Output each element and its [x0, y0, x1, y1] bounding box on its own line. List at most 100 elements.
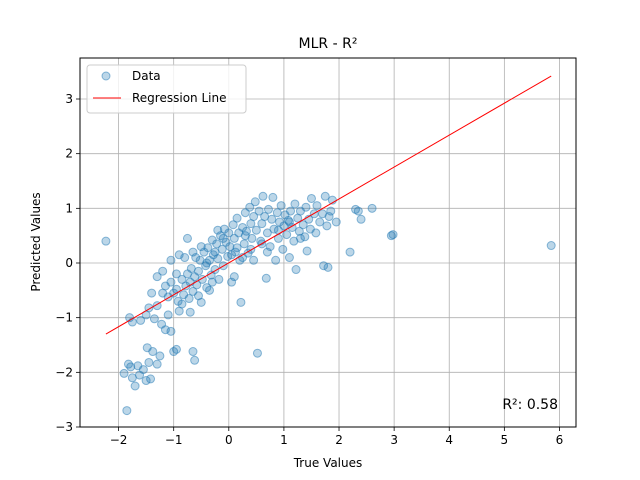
- legend-box: [86, 64, 247, 114]
- data-point: [315, 217, 325, 227]
- data-point: [224, 228, 234, 238]
- data-point: [278, 244, 288, 254]
- data-point: [227, 250, 237, 260]
- data-point: [232, 213, 242, 223]
- data-point: [302, 246, 312, 256]
- data-point: [268, 192, 278, 202]
- y-tick-label: 0: [65, 256, 73, 270]
- x-tick-label: −1: [165, 433, 183, 447]
- data-point: [331, 217, 341, 227]
- data-point: [306, 193, 316, 203]
- data-point: [149, 314, 159, 324]
- data-point: [324, 212, 334, 222]
- data-point: [171, 344, 181, 354]
- regression-line: [105, 75, 552, 335]
- data-point: [356, 214, 366, 224]
- data-point: [203, 243, 213, 253]
- x-tick-label: 0: [225, 433, 233, 447]
- data-point: [147, 288, 157, 298]
- y-tick-label: −3: [55, 420, 73, 434]
- data-point: [152, 272, 162, 282]
- data-point: [171, 269, 181, 279]
- data-point: [232, 243, 242, 253]
- data-point: [249, 255, 259, 265]
- data-point: [249, 212, 259, 222]
- data-point: [298, 220, 308, 230]
- legend-label-regression-line: Regression Line: [132, 91, 226, 105]
- plot-frame: [79, 57, 577, 428]
- data-point: [174, 250, 184, 260]
- x-tick-label: 5: [501, 433, 509, 447]
- data-point: [245, 202, 255, 212]
- data-point: [301, 202, 311, 212]
- data-point: [282, 230, 292, 240]
- data-point: [271, 255, 281, 265]
- data-point: [353, 206, 363, 216]
- legend-marker-data: [101, 71, 111, 81]
- data-point: [286, 206, 296, 216]
- data-point: [205, 285, 215, 295]
- data-point: [276, 201, 286, 211]
- data-point: [196, 242, 206, 252]
- data-point: [163, 310, 173, 320]
- data-point: [284, 217, 294, 227]
- data-point: [258, 191, 268, 201]
- data-point: [158, 266, 168, 276]
- data-point: [126, 362, 136, 372]
- data-point: [188, 347, 198, 357]
- data-point: [291, 265, 301, 275]
- data-point: [284, 253, 294, 263]
- data-point: [311, 228, 321, 238]
- data-point: [182, 233, 192, 243]
- regression-line-layer: [105, 75, 552, 335]
- data-point: [225, 242, 235, 252]
- data-point: [320, 191, 330, 201]
- data-point: [290, 199, 300, 209]
- data-point: [326, 206, 336, 216]
- data-point: [210, 247, 220, 257]
- data-point: [119, 368, 129, 378]
- data-point: [177, 299, 187, 309]
- data-point: [166, 255, 176, 265]
- data-point: [202, 258, 212, 268]
- data-point: [190, 355, 200, 365]
- data-point: [312, 201, 322, 211]
- data-point: [144, 357, 154, 367]
- data-point: [261, 273, 271, 283]
- data-point: [254, 206, 264, 216]
- y-axis-label: Predicted Values: [29, 192, 43, 291]
- data-point: [228, 220, 238, 230]
- data-point: [229, 272, 239, 282]
- x-tick-label: 4: [445, 433, 453, 447]
- y-tick-label: −2: [55, 365, 73, 379]
- y-axis-ticks: −3 −2 −1 0 1 2 3: [55, 92, 80, 434]
- data-point: [218, 233, 228, 243]
- x-tick-label: 3: [390, 433, 398, 447]
- data-point: [188, 247, 198, 257]
- data-point: [185, 307, 195, 317]
- data-point: [136, 315, 146, 325]
- data-point: [212, 239, 222, 249]
- chart-title: MLR - R²: [299, 36, 358, 52]
- x-axis-ticks: −2 −1 0 1 2 3 4 5 6: [110, 427, 564, 447]
- y-tick-label: 3: [65, 92, 73, 106]
- y-tick-label: 2: [65, 147, 73, 161]
- x-tick-label: 1: [280, 433, 288, 447]
- x-tick-label: 2: [335, 433, 343, 447]
- data-point: [213, 225, 223, 235]
- data-point: [177, 274, 187, 284]
- x-tick-label: 6: [556, 433, 564, 447]
- data-point: [295, 233, 305, 243]
- data-point: [146, 374, 156, 384]
- data-point: [133, 361, 143, 371]
- data-point: [322, 221, 332, 231]
- x-tick-label: −2: [110, 433, 128, 447]
- data-point: [262, 247, 272, 257]
- data-point: [323, 262, 333, 272]
- data-point: [267, 214, 277, 224]
- legend-label-data: Data: [132, 69, 161, 83]
- data-point: [263, 204, 273, 214]
- data-point: [367, 203, 377, 213]
- data-point: [130, 381, 140, 391]
